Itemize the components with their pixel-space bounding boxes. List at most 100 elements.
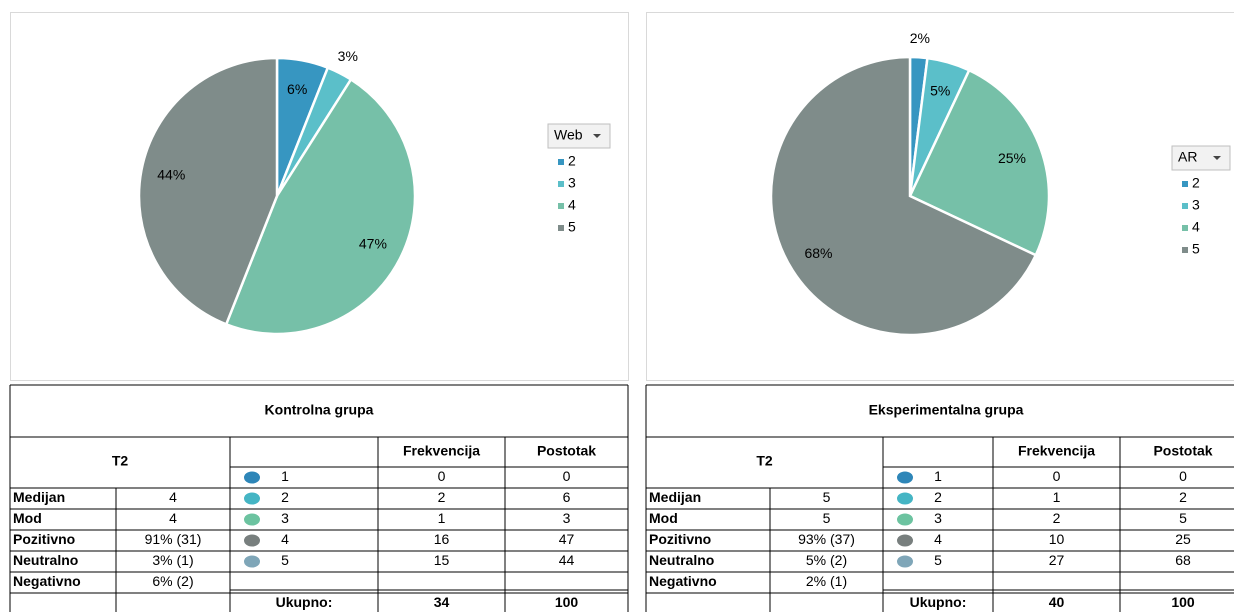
stat-name: Negativno bbox=[13, 573, 81, 589]
grade-value: 15 bbox=[434, 552, 450, 568]
stat-value: 4 bbox=[169, 510, 177, 526]
legend-label: 2 bbox=[1192, 175, 1200, 191]
grade: 4 bbox=[281, 531, 289, 547]
grade-dot bbox=[244, 492, 260, 505]
grade-value: 0 bbox=[563, 468, 571, 484]
stat-value: 5 bbox=[823, 489, 831, 505]
legend-label: 3 bbox=[568, 175, 576, 191]
grade: 3 bbox=[934, 510, 942, 526]
legend-swatch bbox=[558, 225, 564, 231]
stat-name: Negativno bbox=[649, 573, 717, 589]
grade-dot bbox=[244, 534, 260, 547]
stat-value: 91% (31) bbox=[145, 531, 202, 547]
total-value: 100 bbox=[555, 594, 579, 610]
grade-value: 0 bbox=[1053, 468, 1061, 484]
legend-label: 5 bbox=[568, 219, 576, 235]
grade-value: 16 bbox=[434, 531, 450, 547]
table-label: T2 bbox=[756, 453, 773, 469]
legend-filter[interactable] bbox=[1171, 145, 1231, 171]
pie-slice bbox=[908, 68, 1051, 257]
grade: 1 bbox=[281, 468, 289, 484]
table-label: T2 bbox=[112, 453, 129, 469]
slice-label: 25% bbox=[998, 150, 1026, 166]
stat-value: 6% (2) bbox=[152, 573, 193, 589]
grade-value: 44 bbox=[559, 552, 575, 568]
stat-name: Mod bbox=[649, 510, 678, 526]
legend-label: 4 bbox=[1192, 219, 1200, 235]
grade: 1 bbox=[934, 468, 942, 484]
column-header: Frekvencija bbox=[1018, 443, 1095, 459]
legend-label: 5 bbox=[1192, 241, 1200, 257]
table-title: Eksperimentalna grupa bbox=[869, 402, 1024, 418]
legend-swatch bbox=[1182, 247, 1188, 253]
stat-value: 4 bbox=[169, 489, 177, 505]
stat-name: Medijan bbox=[649, 489, 701, 505]
column-header: Postotak bbox=[1153, 443, 1212, 459]
grade-value: 1 bbox=[1053, 489, 1061, 505]
slice-label: 2% bbox=[910, 30, 930, 46]
stat-name: Mod bbox=[13, 510, 42, 526]
grade-value: 68 bbox=[1175, 552, 1191, 568]
grade-value: 2 bbox=[438, 489, 446, 505]
grade-dot bbox=[897, 492, 913, 505]
stat-name: Medijan bbox=[13, 489, 65, 505]
column-header: Postotak bbox=[537, 443, 596, 459]
grade-dot bbox=[897, 471, 913, 484]
pie-slice bbox=[137, 56, 279, 326]
slice-label: 44% bbox=[157, 167, 185, 183]
stat-value: 5 bbox=[823, 510, 831, 526]
dropdown-arrow bbox=[593, 134, 601, 138]
grade-dot bbox=[244, 513, 260, 526]
grade: 3 bbox=[281, 510, 289, 526]
legend-swatch bbox=[1182, 203, 1188, 209]
slice-label: 47% bbox=[359, 236, 387, 252]
grade-dot bbox=[244, 555, 260, 568]
legend-label: 3 bbox=[1192, 197, 1200, 213]
stat-name: Pozitivno bbox=[649, 531, 711, 547]
grade-value: 2 bbox=[1179, 489, 1187, 505]
stat-name: Neutralno bbox=[13, 552, 78, 568]
grade-value: 2 bbox=[1053, 510, 1061, 526]
total-value: 40 bbox=[1049, 594, 1065, 610]
slice-label: 68% bbox=[804, 245, 832, 261]
grade-value: 5 bbox=[1179, 510, 1187, 526]
slice-label: 3% bbox=[338, 48, 358, 64]
grade: 4 bbox=[934, 531, 942, 547]
total-label: Ukupno: bbox=[910, 594, 967, 610]
column-header: Frekvencija bbox=[403, 443, 480, 459]
grade-value: 27 bbox=[1049, 552, 1065, 568]
pie-slice bbox=[769, 55, 1038, 337]
grade-dot bbox=[897, 534, 913, 547]
stat-value: 93% (37) bbox=[798, 531, 855, 547]
legend-swatch bbox=[1182, 181, 1188, 187]
grade-value: 0 bbox=[1179, 468, 1187, 484]
stat-value: 3% (1) bbox=[152, 552, 193, 568]
grade-value: 0 bbox=[438, 468, 446, 484]
grade-value: 25 bbox=[1175, 531, 1191, 547]
total-value: 100 bbox=[1171, 594, 1195, 610]
legend-label: 2 bbox=[568, 153, 576, 169]
grade-value: 1 bbox=[438, 510, 446, 526]
grade: 5 bbox=[281, 552, 289, 568]
legend-label: 4 bbox=[568, 197, 576, 213]
grade-value: 47 bbox=[559, 531, 575, 547]
legend-filter[interactable] bbox=[547, 123, 611, 149]
stat-name: Pozitivno bbox=[13, 531, 75, 547]
total-value: 34 bbox=[434, 594, 450, 610]
grade-dot bbox=[244, 471, 260, 484]
legend-swatch bbox=[1182, 225, 1188, 231]
grade: 2 bbox=[281, 489, 289, 505]
grade-value: 10 bbox=[1049, 531, 1065, 547]
grade-dot bbox=[897, 555, 913, 568]
legend-swatch bbox=[558, 159, 564, 165]
stat-name: Neutralno bbox=[649, 552, 714, 568]
dropdown-arrow bbox=[1213, 156, 1221, 160]
legend-swatch bbox=[558, 181, 564, 187]
table-title: Kontrolna grupa bbox=[265, 402, 374, 418]
slice-label: 6% bbox=[287, 81, 307, 97]
grade-dot bbox=[897, 513, 913, 526]
grade: 5 bbox=[934, 552, 942, 568]
legend-title: AR bbox=[1178, 149, 1197, 165]
stat-value: 2% (1) bbox=[806, 573, 847, 589]
